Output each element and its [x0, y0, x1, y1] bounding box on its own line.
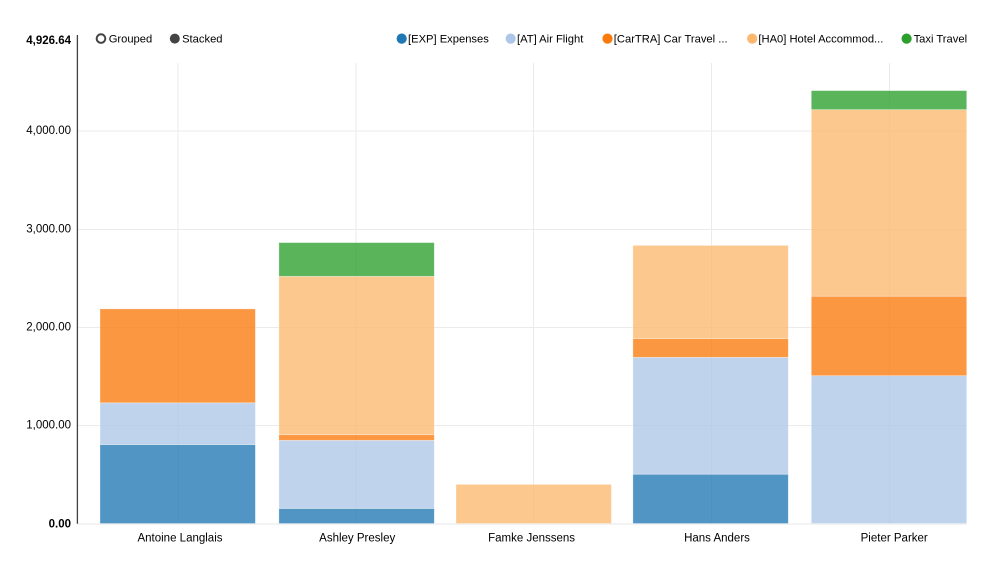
- svg-text:4,926.64: 4,926.64: [26, 35, 71, 47]
- svg-text:Pieter Parker: Pieter Parker: [861, 533, 928, 545]
- svg-text:Ashley Presley: Ashley Presley: [319, 533, 395, 545]
- svg-text:Grouped: Grouped: [109, 34, 153, 46]
- svg-text:[AT] Air Flight: [AT] Air Flight: [517, 34, 584, 46]
- svg-text:[CarTRA] Car Travel ...: [CarTRA] Car Travel ...: [614, 34, 728, 46]
- svg-text:4,000.00: 4,000.00: [26, 125, 71, 137]
- svg-text:[EXP] Expenses: [EXP] Expenses: [408, 34, 489, 46]
- svg-text:[HA0] Hotel Accommod...: [HA0] Hotel Accommod...: [758, 34, 883, 46]
- svg-text:3,000.00: 3,000.00: [26, 224, 71, 236]
- svg-text:Antoine Langlais: Antoine Langlais: [137, 533, 222, 545]
- svg-text:Hans Anders: Hans Anders: [684, 533, 750, 545]
- svg-text:Stacked: Stacked: [182, 34, 222, 46]
- svg-text:0.00: 0.00: [49, 518, 71, 530]
- svg-text:1,000.00: 1,000.00: [26, 420, 71, 432]
- svg-text:Famke Jenssens: Famke Jenssens: [488, 533, 575, 545]
- svg-text:Taxi Travel: Taxi Travel: [914, 34, 967, 46]
- svg-text:2,000.00: 2,000.00: [26, 322, 71, 334]
